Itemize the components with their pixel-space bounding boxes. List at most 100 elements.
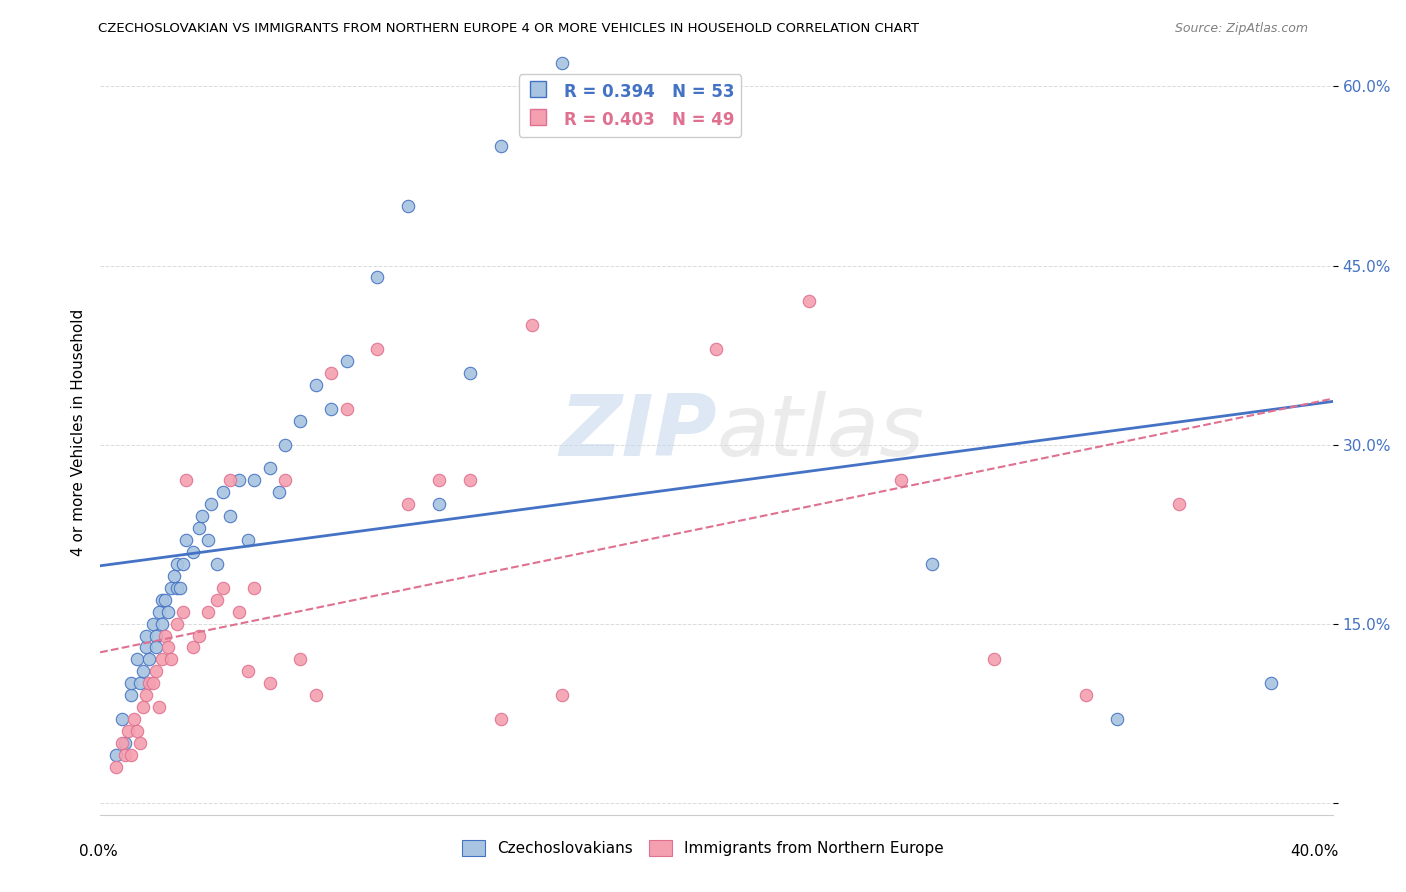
- Point: [132, 700, 155, 714]
- Point: [396, 497, 419, 511]
- Point: [141, 676, 163, 690]
- Point: [427, 497, 450, 511]
- Point: [172, 557, 194, 571]
- Point: [489, 139, 512, 153]
- Text: 0.0%: 0.0%: [79, 845, 118, 859]
- Point: [122, 712, 145, 726]
- Point: [150, 652, 173, 666]
- Point: [228, 605, 250, 619]
- Point: [366, 270, 388, 285]
- Point: [305, 688, 328, 702]
- Text: atlas: atlas: [717, 391, 925, 475]
- Point: [166, 557, 188, 571]
- Point: [551, 688, 574, 702]
- Point: [243, 474, 266, 488]
- Point: [218, 509, 240, 524]
- Point: [890, 474, 912, 488]
- Point: [166, 581, 188, 595]
- Point: [797, 294, 820, 309]
- Point: [274, 437, 297, 451]
- Point: [135, 628, 157, 642]
- Point: [163, 569, 186, 583]
- Point: [104, 760, 127, 774]
- Point: [228, 474, 250, 488]
- Point: [1260, 676, 1282, 690]
- Point: [187, 521, 209, 535]
- Point: [145, 640, 167, 655]
- Point: [236, 533, 259, 547]
- Y-axis label: 4 or more Vehicles in Household: 4 or more Vehicles in Household: [72, 309, 86, 557]
- Point: [921, 557, 943, 571]
- Point: [127, 724, 149, 739]
- Point: [191, 509, 214, 524]
- Point: [321, 401, 343, 416]
- Point: [243, 581, 266, 595]
- Point: [259, 676, 281, 690]
- Point: [169, 581, 191, 595]
- Point: [104, 747, 127, 762]
- Point: [187, 628, 209, 642]
- Point: [181, 640, 204, 655]
- Point: [150, 616, 173, 631]
- Point: [156, 605, 179, 619]
- Point: [120, 688, 142, 702]
- Text: ZIP: ZIP: [558, 391, 717, 475]
- Point: [983, 652, 1005, 666]
- Point: [135, 640, 157, 655]
- Point: [551, 55, 574, 70]
- Point: [150, 592, 173, 607]
- Point: [336, 354, 359, 368]
- Point: [520, 318, 543, 333]
- Point: [166, 616, 188, 631]
- Point: [197, 533, 219, 547]
- Point: [458, 474, 481, 488]
- Point: [458, 366, 481, 380]
- Point: [135, 688, 157, 702]
- Point: [114, 747, 136, 762]
- Point: [114, 736, 136, 750]
- Point: [336, 401, 359, 416]
- Point: [489, 712, 512, 726]
- Point: [153, 628, 176, 642]
- Point: [1076, 688, 1098, 702]
- Point: [120, 676, 142, 690]
- Point: [111, 736, 134, 750]
- Point: [145, 665, 167, 679]
- Point: [176, 533, 198, 547]
- Point: [197, 605, 219, 619]
- Point: [267, 485, 290, 500]
- Point: [141, 616, 163, 631]
- Point: [396, 199, 419, 213]
- Point: [117, 724, 139, 739]
- Point: [1105, 712, 1128, 726]
- Text: 40.0%: 40.0%: [1291, 845, 1339, 859]
- Point: [305, 377, 328, 392]
- Point: [129, 736, 152, 750]
- Point: [259, 461, 281, 475]
- Point: [138, 676, 160, 690]
- Point: [321, 366, 343, 380]
- Point: [366, 342, 388, 356]
- Legend: R = 0.394   N = 53, R = 0.403   N = 49: R = 0.394 N = 53, R = 0.403 N = 49: [519, 74, 741, 136]
- Point: [706, 342, 728, 356]
- Point: [176, 474, 198, 488]
- Point: [290, 652, 312, 666]
- Point: [132, 665, 155, 679]
- Point: [290, 414, 312, 428]
- Point: [138, 652, 160, 666]
- Point: [274, 474, 297, 488]
- Point: [1167, 497, 1189, 511]
- Point: [181, 545, 204, 559]
- Text: CZECHOSLOVAKIAN VS IMMIGRANTS FROM NORTHERN EUROPE 4 OR MORE VEHICLES IN HOUSEHO: CZECHOSLOVAKIAN VS IMMIGRANTS FROM NORTH…: [98, 22, 920, 36]
- Point: [148, 605, 170, 619]
- Point: [212, 581, 235, 595]
- Point: [207, 592, 229, 607]
- Point: [156, 640, 179, 655]
- Point: [148, 700, 170, 714]
- Text: Source: ZipAtlas.com: Source: ZipAtlas.com: [1174, 22, 1308, 36]
- Point: [129, 676, 152, 690]
- Point: [127, 652, 149, 666]
- Point: [120, 747, 142, 762]
- Point: [212, 485, 235, 500]
- Legend: Czechoslovakians, Immigrants from Northern Europe: Czechoslovakians, Immigrants from Northe…: [457, 834, 949, 862]
